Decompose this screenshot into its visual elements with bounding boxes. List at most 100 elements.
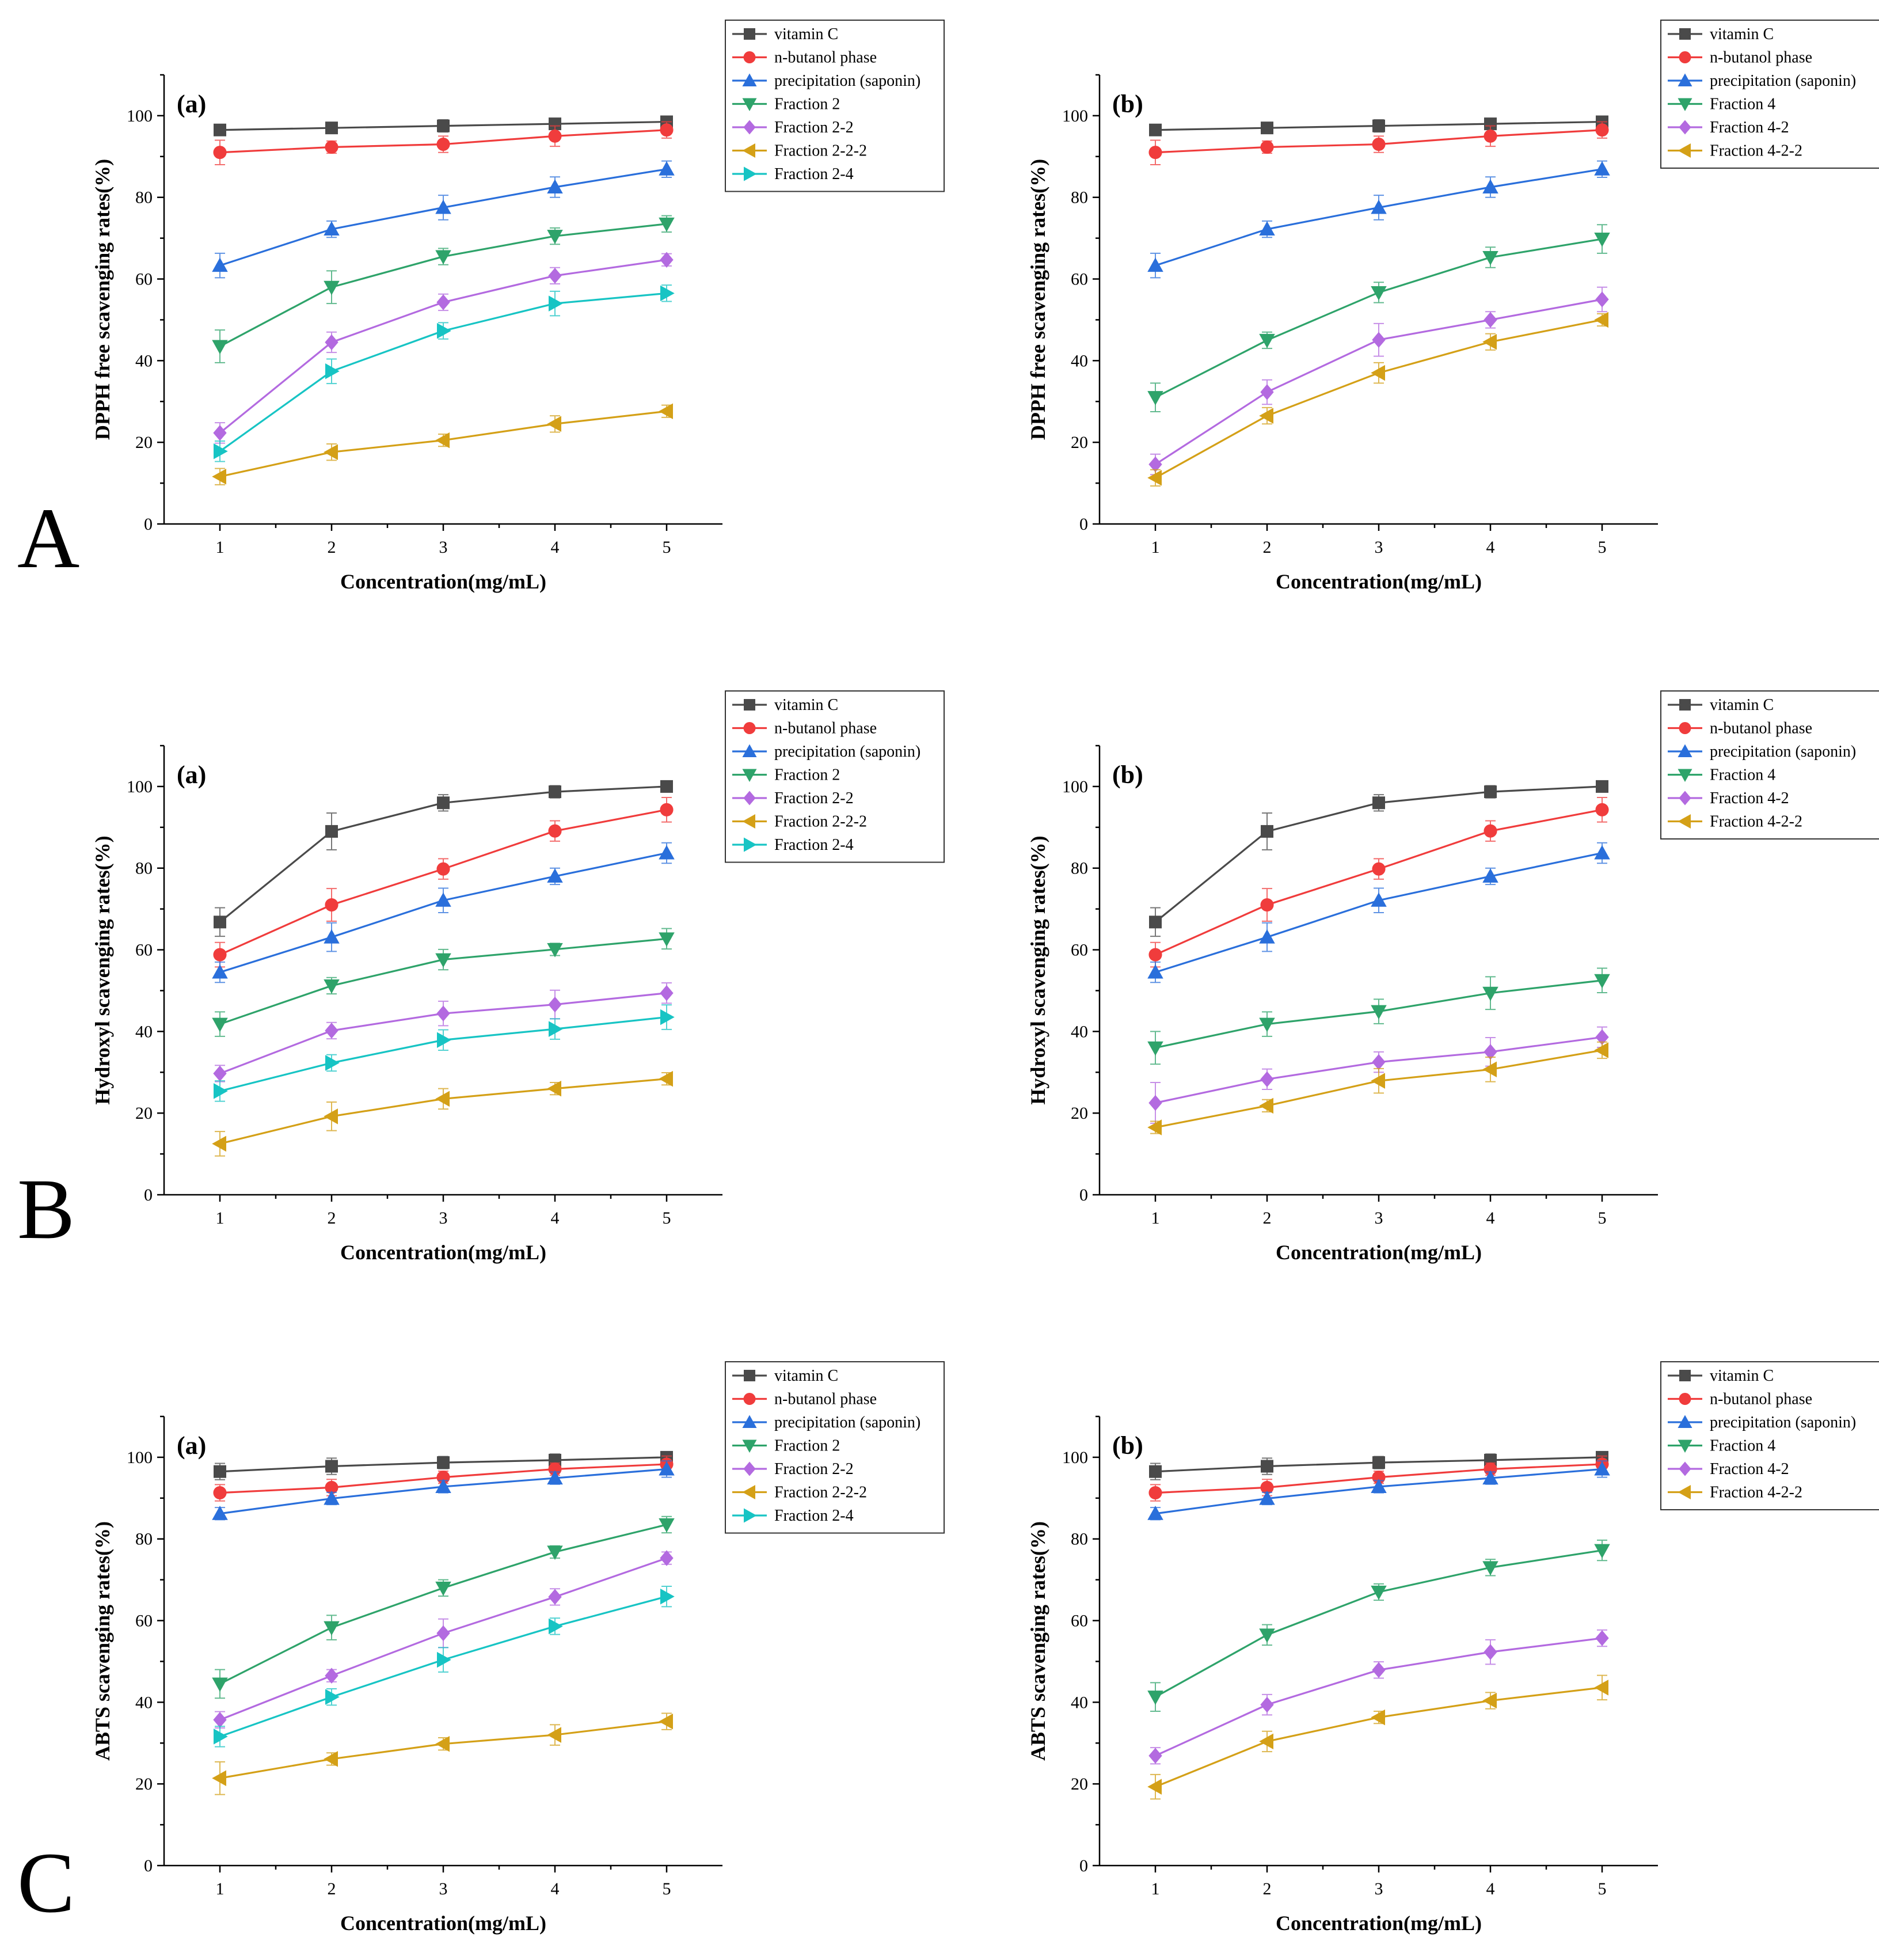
x-tick-label: 5 — [663, 538, 671, 557]
data-point — [1484, 129, 1497, 143]
data-point — [325, 1460, 338, 1473]
legend-item-fraction-2: Fraction 2 — [732, 96, 840, 113]
data-point — [547, 230, 563, 244]
y-tick-label: 100 — [1062, 107, 1088, 126]
legend-label: precipitation (saponin) — [1710, 1414, 1856, 1431]
data-point — [549, 117, 561, 131]
data-point — [324, 929, 340, 944]
x-tick-label: 1 — [1151, 1209, 1160, 1228]
data-point — [214, 916, 226, 929]
data-point — [659, 932, 675, 947]
data-point — [436, 294, 450, 310]
data-point — [1595, 123, 1609, 137]
data-point — [212, 340, 228, 355]
series-fraction-4-2 — [1148, 1629, 1609, 1765]
data-point — [435, 1581, 451, 1596]
data-point — [1372, 1054, 1386, 1070]
legend-frame — [725, 20, 945, 192]
data-point — [1259, 408, 1273, 424]
legend-marker — [744, 1508, 757, 1523]
data-point — [1260, 1480, 1274, 1494]
y-tick-label: 20 — [1071, 1775, 1088, 1794]
data-point — [1595, 803, 1609, 816]
data-point — [1147, 964, 1163, 979]
series-fraction-2-2-2 — [212, 403, 673, 485]
legend-marker — [1678, 143, 1691, 158]
series-fraction-4 — [1147, 1539, 1610, 1712]
series-precipitation-saponin — [1147, 160, 1610, 279]
legend-item-fraction-4: Fraction 4 — [1668, 1437, 1775, 1455]
x-tick-label: 2 — [1263, 1879, 1272, 1898]
y-tick-label: 80 — [135, 859, 153, 878]
series-fraction-2-2-2 — [212, 1070, 673, 1157]
data-point — [1259, 221, 1275, 236]
legend-label: Fraction 4-2 — [1710, 789, 1789, 807]
x-tick-label: 4 — [1486, 1209, 1495, 1228]
legend-marker — [742, 744, 757, 757]
data-point — [325, 1023, 338, 1039]
legend-marker — [742, 143, 755, 158]
data-point — [1372, 1456, 1385, 1469]
legend-item-fraction-4-2-2: Fraction 4-2-2 — [1668, 813, 1802, 831]
x-axis-title: Concentration(mg/mL) — [1276, 1912, 1482, 1935]
series-vitamin-c — [214, 780, 673, 937]
legend-marker — [742, 1415, 757, 1428]
data-point — [324, 1490, 340, 1505]
data-point — [214, 1465, 226, 1478]
legend-item-vitamin-c: vitamin C — [1668, 696, 1774, 714]
chart-a-b: 0 20 40 60 80 100 1 2 3 4 5 Concentration(mg/mL) DPP… — [1026, 20, 1879, 593]
legend-marker — [1678, 1485, 1691, 1499]
legend-item-n-butanol-phase: n-butanol phase — [1668, 1391, 1812, 1408]
series-fraction-4-2 — [1148, 1026, 1609, 1124]
legend: vitamin C n-butanol phase precipitation (s… — [1660, 690, 1879, 840]
data-point — [1147, 1119, 1162, 1135]
data-point — [549, 785, 561, 799]
legend-label: Fraction 2-4 — [774, 836, 854, 854]
x-axis-title: Concentration(mg/mL) — [340, 570, 546, 593]
legend-marker — [1679, 28, 1691, 40]
row-label-c: C — [17, 1835, 75, 1931]
legend-item-fraction-2-4: Fraction 2-4 — [732, 165, 854, 183]
legend-label: precipitation (saponin) — [774, 743, 921, 761]
y-tick-label: 0 — [144, 1856, 153, 1875]
legend-marker — [1679, 120, 1691, 135]
series-fraction-4-2 — [1148, 286, 1609, 476]
legend-label: n-butanol phase — [1710, 49, 1812, 67]
data-point — [1482, 179, 1498, 193]
legend-item-precipitation-saponin: precipitation (saponin) — [732, 72, 921, 90]
legend-label: precipitation (saponin) — [774, 1414, 921, 1431]
legend-marker — [742, 814, 755, 829]
data-point — [324, 1621, 340, 1636]
panel-label: (a) — [177, 90, 206, 118]
legend-label: Fraction 2-2 — [774, 1460, 854, 1478]
series-n-butanol-phase — [1148, 797, 1609, 968]
data-point — [1149, 916, 1162, 929]
data-point — [1371, 1073, 1385, 1089]
data-point — [435, 1091, 450, 1107]
legend-marker — [742, 1439, 757, 1453]
y-tick-label: 0 — [144, 1186, 153, 1205]
x-tick-label: 1 — [1151, 1879, 1160, 1898]
legend-item-fraction-2: Fraction 2 — [732, 1437, 840, 1455]
panel-label: (b) — [1112, 90, 1143, 118]
legend-item-fraction-2-2-2: Fraction 2-2-2 — [732, 813, 867, 831]
y-tick-label: 40 — [1071, 1693, 1088, 1712]
series-fraction-4-2-2 — [1147, 1041, 1608, 1135]
series-precipitation-saponin — [212, 160, 675, 279]
data-point — [1148, 1748, 1162, 1764]
x-tick-label: 3 — [439, 1879, 448, 1898]
y-tick-label: 80 — [1071, 188, 1088, 207]
legend: vitamin C n-butanol phase precipitation (s… — [1660, 1361, 1879, 1510]
legend-label: vitamin C — [774, 25, 838, 43]
legend-marker — [1679, 791, 1691, 806]
data-point — [212, 468, 226, 485]
legend-item-n-butanol-phase: n-butanol phase — [732, 49, 877, 67]
legend-label: vitamin C — [1710, 25, 1774, 43]
legend-item-fraction-4: Fraction 4 — [1668, 766, 1775, 784]
data-point — [1372, 332, 1386, 348]
data-point — [1484, 117, 1497, 131]
y-axis-title: ABTS scavenging rates(%) — [1026, 1521, 1049, 1761]
x-axis-title: Concentration(mg/mL) — [1276, 570, 1482, 593]
y-tick-label: 100 — [127, 777, 153, 796]
data-point — [1261, 1460, 1273, 1473]
